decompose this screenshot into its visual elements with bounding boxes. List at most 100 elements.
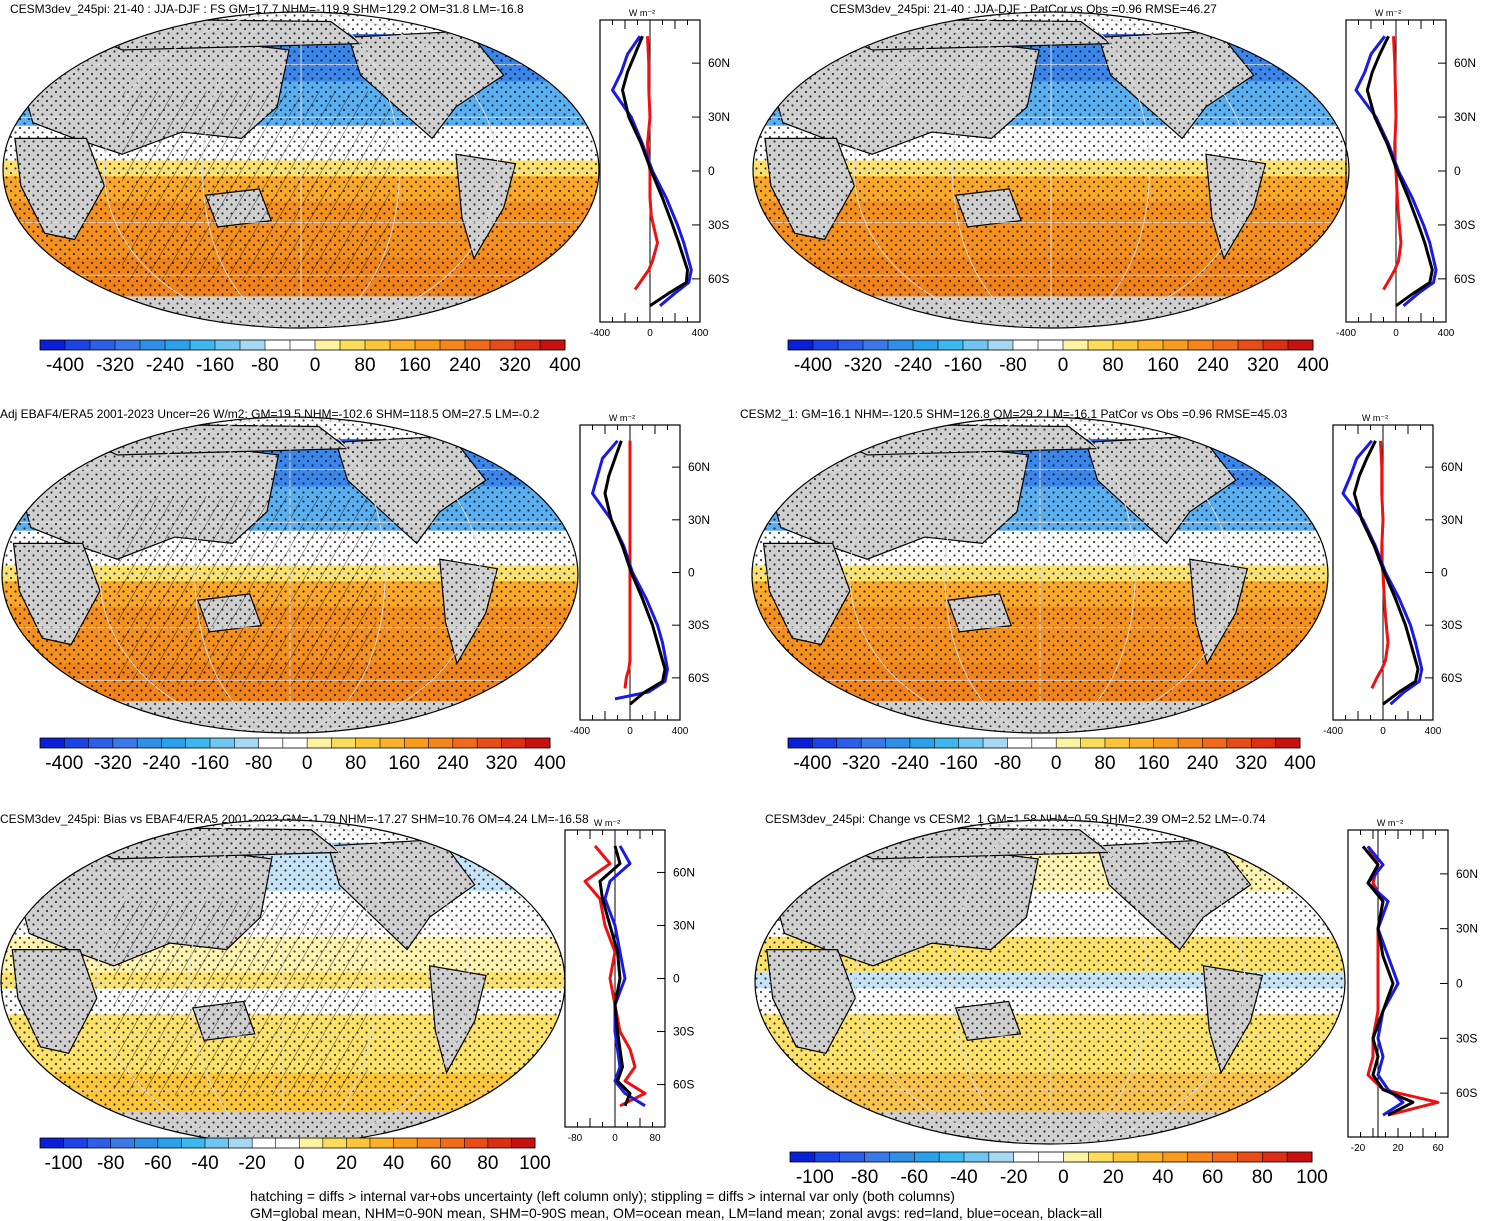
colorbar-swatch [1275, 738, 1301, 748]
x-tick-label: 0 [647, 328, 653, 339]
colorbar-swatch [1226, 738, 1252, 748]
colorbar-label: 80 [1102, 355, 1123, 376]
x-tick-label: -400 [1336, 328, 1356, 339]
units-label: W m⁻² [594, 818, 620, 828]
colorbar-label: -80 [851, 1167, 878, 1188]
zonal-series-all [598, 845, 632, 1107]
colorbar-label: 80 [1094, 753, 1115, 774]
colorbar-swatch [490, 340, 516, 350]
colorbar-label: 160 [1147, 355, 1179, 376]
colorbar-swatch [110, 1138, 135, 1148]
y-tick-label: 60S [1456, 1086, 1477, 1100]
colorbar-swatch [1153, 738, 1179, 748]
units-label: W m⁻² [609, 413, 635, 423]
colorbar-swatch [275, 1138, 300, 1148]
colorbar-swatch [185, 738, 211, 748]
colorbar-swatch [265, 340, 291, 350]
colorbar-label: -40 [950, 1167, 977, 1188]
colorbar-swatch [90, 340, 116, 350]
colorbar-swatch [1237, 1152, 1263, 1162]
colorbar-label: 320 [1235, 753, 1267, 774]
colorbar-label: 400 [1284, 753, 1316, 774]
colorbar-swatch [1212, 1152, 1238, 1162]
x-tick-label: 400 [1425, 726, 1442, 737]
colorbar-swatch [210, 738, 235, 748]
colorbar-swatch [299, 1138, 324, 1148]
colorbar-swatch [988, 1152, 1015, 1162]
colorbar-label: 0 [302, 753, 313, 774]
x-tick-label: 20 [1392, 1143, 1404, 1154]
colorbar-label: 400 [549, 355, 581, 376]
colorbar-swatch [331, 738, 357, 748]
colorbar-label: -60 [144, 1153, 171, 1174]
colorbar-swatch [40, 340, 66, 350]
colorbar-label: -80 [251, 355, 278, 376]
map-panel-6: CESM3dev_245pi: Change vs CESM2_1 GM=1.5… [750, 810, 1489, 1210]
colorbar-swatch [340, 340, 366, 350]
colorbar-swatch [165, 340, 191, 350]
zonal-series-land [1370, 440, 1390, 690]
colorbar-label: 60 [430, 1153, 451, 1174]
colorbar-swatch [40, 738, 65, 748]
colorbar-label: -400 [793, 753, 831, 774]
colorbar-label: -100 [45, 1153, 83, 1174]
colorbar-label: 400 [534, 753, 566, 774]
y-tick-label: 60S [688, 671, 709, 685]
y-tick-label: 30N [688, 513, 710, 527]
colorbar-swatch [487, 1138, 512, 1148]
y-tick-label: 0 [688, 566, 695, 580]
map-panel-2: CESM3dev_245pi: 21-40 : JJA-DJF : PatCor… [750, 0, 1489, 400]
colorbar-swatch [205, 1138, 230, 1148]
colorbar-swatch [939, 1152, 965, 1162]
colorbar-swatch [157, 1138, 182, 1148]
colorbar-swatch [913, 340, 939, 350]
colorbar-label: 0 [294, 1153, 305, 1174]
panel-graphic: W m⁻² -20 20 60 60N 30N 0 30S 60S -100 -80 -60 -40 -2… [754, 818, 1478, 1188]
colorbar-label: -320 [96, 355, 134, 376]
colorbar-label: 40 [1152, 1167, 1173, 1188]
panel-title: CESM3dev_245pi: 21-40 : JJA-DJF : FS GM=… [10, 2, 524, 16]
zonal-series-land [623, 440, 632, 689]
y-tick-label: 30S [688, 618, 709, 632]
colorbar-label: 240 [1187, 753, 1219, 774]
map-panel-1: CESM3dev_245pi: 21-40 : JJA-DJF : FS GM=… [0, 0, 740, 400]
colorbar-swatch [465, 340, 491, 350]
colorbar-label: 160 [1138, 753, 1170, 774]
colorbar-label: 80 [345, 753, 366, 774]
colorbar-label: 320 [499, 355, 531, 376]
colorbar-label: -320 [842, 753, 880, 774]
colorbar-swatch [1080, 738, 1106, 748]
colorbar-swatch [1163, 340, 1189, 350]
y-tick-label: 30S [1456, 1031, 1477, 1045]
colorbar-label: 320 [1247, 355, 1279, 376]
x-tick-label: 0 [1380, 726, 1386, 737]
map-panel-3: Adj EBAF4/ERA5 2001-2023 Uncer=26 W/m2: … [0, 405, 740, 805]
colorbar-swatch [63, 1138, 88, 1148]
colorbar-swatch [988, 340, 1014, 350]
colorbar-label: 320 [486, 753, 518, 774]
colorbar-swatch [282, 738, 308, 748]
zonal-series-all [1361, 845, 1415, 1117]
colorbar-swatch [964, 1152, 990, 1162]
colorbar-label: -240 [891, 753, 929, 774]
colorbar-swatch [983, 738, 1008, 748]
colorbar-label: -400 [45, 753, 83, 774]
units-label: W m⁻² [629, 8, 655, 18]
colorbar-swatch [963, 340, 989, 350]
colorbar-swatch [812, 738, 838, 748]
x-tick-label: -20 [1351, 1143, 1366, 1154]
y-tick-label: 0 [1441, 566, 1448, 580]
colorbar-swatch [258, 738, 284, 748]
colorbar: -100 -80 -60 -40 -20 0 20 40 60 80 100 [789, 1151, 1328, 1188]
colorbar-swatch [87, 1138, 112, 1148]
colorbar-swatch [1288, 340, 1314, 350]
colorbar-swatch [861, 738, 887, 748]
colorbar-swatch [161, 738, 187, 748]
colorbar-swatch [1038, 1152, 1064, 1162]
colorbar-swatch [290, 340, 316, 350]
map-panel-5: CESM3dev_245pi: Bias vs EBAF4/ERA5 2001-… [0, 810, 740, 1210]
x-tick-label: 80 [649, 1133, 661, 1144]
panel-title: CESM3dev_245pi: 21-40 : JJA-DJF : PatCor… [830, 2, 1217, 16]
y-tick-label: 30N [1454, 110, 1476, 124]
y-tick-label: 60N [708, 56, 730, 70]
